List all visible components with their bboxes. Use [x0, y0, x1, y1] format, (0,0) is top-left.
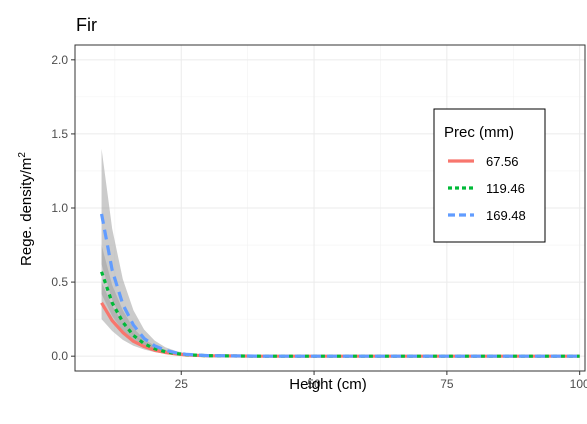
series-lines — [99, 213, 580, 358]
y-axis-label: Rege. density/m2 — [17, 152, 35, 266]
axes: 0.0 0.5 1.0 1.5 2.0 25 50 75 100 — [51, 44, 587, 391]
chart-title: Fir — [76, 15, 97, 35]
legend-label-1: 67.56 — [486, 154, 519, 169]
y-tick-label: 0.5 — [51, 275, 68, 289]
y-tick-label: 0.0 — [51, 349, 68, 363]
x-tick-label: 100 — [570, 377, 587, 391]
x-axis-label: Height (cm) — [289, 376, 367, 393]
x-tick-label: 25 — [175, 377, 189, 391]
legend-title: Prec (mm) — [444, 124, 514, 141]
y-tick-label: 1.5 — [51, 127, 68, 141]
y-axis-label-main: Rege. density/m — [18, 158, 35, 266]
x-tick-label: 50 — [307, 377, 321, 391]
confidence-band-3 — [101, 148, 580, 357]
y-axis-label-superscript: 2 — [17, 152, 28, 158]
legend-items: 67.56 119.46 169.48 — [448, 154, 526, 223]
y-tick-label: 1.0 — [51, 201, 68, 215]
series-line-3 — [99, 213, 580, 358]
legend: Prec (mm) 67.56 119.46 169.48 — [433, 108, 546, 243]
x-tick-label: 75 — [440, 377, 454, 391]
y-tick-label: 2.0 — [51, 53, 68, 67]
legend-box — [433, 108, 546, 243]
legend-label-3: 169.48 — [486, 208, 526, 223]
legend-label-2: 119.46 — [486, 181, 525, 196]
